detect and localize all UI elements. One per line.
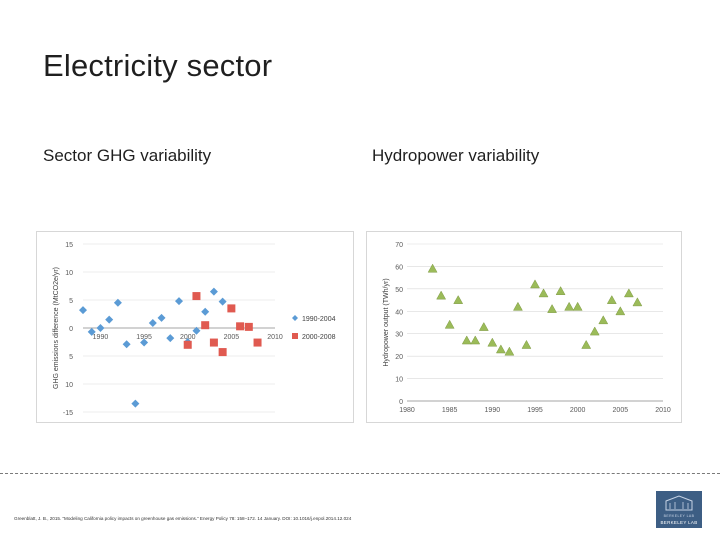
ghg-point-1990-2004 <box>79 306 87 315</box>
logo-wordmark: BERKELEY LAB <box>660 520 698 525</box>
hydro-point <box>487 337 498 347</box>
ghg-point-1990-2004 <box>209 287 218 296</box>
hydro-point <box>436 290 447 300</box>
hydro-point <box>495 344 506 354</box>
ghg-point-1990-2004 <box>218 297 227 306</box>
ghg-point-2000-2008 <box>227 304 236 313</box>
hydro-y-tick-label: 50 <box>395 287 403 294</box>
hydro-y-tick-label: 20 <box>395 354 403 361</box>
ghg-x-tick-label: 2010 <box>267 334 283 341</box>
slide-title: Electricity sector <box>43 48 273 83</box>
ghg-point-1990-2004 <box>87 327 96 336</box>
ghg-point-1990-2004 <box>105 315 114 324</box>
hydro-y-axis-title: Hydropower output (TWh/yr) <box>383 278 390 366</box>
hydro-x-tick-label: 2010 <box>655 407 671 414</box>
hydro-point <box>538 288 549 298</box>
hydro-point <box>615 306 626 316</box>
hydro-point <box>530 279 540 289</box>
hydro-point <box>598 315 609 325</box>
ghg-chart-svg: 15 10 5 0 5 10 -15 1990 1995 2000 2005 2010 GHG emis… <box>53 242 336 417</box>
ghg-chart: 15 10 5 0 5 10 -15 1990 1995 2000 2005 2010 GHG emis… <box>36 231 354 423</box>
hydro-y-tick-label: 60 <box>395 264 403 271</box>
hydro-point <box>581 339 592 349</box>
hydro-point <box>461 335 472 345</box>
ghg-point-1990-2004 <box>122 340 131 349</box>
hydro-y-tick-label: 40 <box>395 309 403 316</box>
ghg-point-1990-2004 <box>201 307 210 316</box>
ghg-legend-label: 1990-2004 <box>302 316 336 323</box>
citation-text: Greenblatt, J. B., 2015. “Modeling Calif… <box>14 516 352 521</box>
ghg-point-1990-2004 <box>113 298 122 307</box>
hydro-point <box>547 304 557 313</box>
ghg-y-tick-label: 0 <box>69 326 73 333</box>
hydro-point <box>453 295 464 304</box>
ghg-point-2000-2008 <box>244 322 253 331</box>
hydro-chart-svg: 0 10 20 30 40 50 60 70 1980 1985 1990 1995 2000 2005 2… <box>383 242 671 414</box>
hydro-point <box>470 335 481 345</box>
hydro-point <box>427 263 438 273</box>
ghg-x-tick-label: 2000 <box>180 334 196 341</box>
ghg-y-axis-title: GHG emissions difference (MtCO2e/yr) <box>53 267 60 389</box>
hydro-y-tick-label: 0 <box>399 399 403 406</box>
hydro-y-tick-label: 10 <box>395 377 403 384</box>
hydro-x-tick-label: 2000 <box>570 407 586 414</box>
ghg-point-1990-2004 <box>157 313 166 322</box>
ghg-point-2000-2008 <box>201 321 210 330</box>
hydro-point <box>564 301 575 311</box>
hydro-chart: 0 10 20 30 40 50 60 70 1980 1985 1990 1995 2000 2005 2… <box>366 231 682 423</box>
hydro-point <box>504 346 515 356</box>
ghg-point-2000-2008 <box>192 292 201 301</box>
hydro-point <box>632 297 643 307</box>
hydro-y-tick-label: 30 <box>395 332 403 339</box>
hydro-x-tick-label: 1985 <box>442 407 458 414</box>
ghg-point-1990-2004 <box>140 338 149 347</box>
hydro-x-tick-label: 2005 <box>613 407 629 414</box>
ghg-subhead: Sector GHG variability <box>43 146 212 165</box>
ghg-point-1990-2004 <box>175 297 183 306</box>
ghg-x-tick-label: 2005 <box>224 334 240 341</box>
logo-wordmark-top: BERKELEY LAB <box>663 514 695 518</box>
hydro-point <box>606 295 617 304</box>
ghg-x-tick-label: 1995 <box>136 334 152 341</box>
ghg-point-2000-2008 <box>183 340 192 349</box>
footer-divider <box>0 473 720 474</box>
building-icon <box>665 495 693 511</box>
hydro-point <box>623 288 634 298</box>
ghg-point-1990-2004 <box>148 318 157 327</box>
hydro-point <box>478 321 489 331</box>
ghg-point-2000-2008 <box>218 348 227 357</box>
ghg-y-tick-label: 15 <box>65 242 73 249</box>
hydro-y-tick-label: 70 <box>395 242 403 249</box>
hydro-x-tick-label: 1990 <box>485 407 501 414</box>
hydro-point <box>589 326 600 336</box>
ghg-point-1990-2004 <box>96 324 105 332</box>
ghg-point-1990-2004 <box>192 326 201 335</box>
hydro-point <box>572 301 583 311</box>
ghg-legend-label: 2000-2008 <box>302 334 336 341</box>
ghg-point-2000-2008 <box>253 338 262 347</box>
hydro-point <box>513 301 523 311</box>
ghg-y-tick-label: 5 <box>69 298 73 305</box>
ghg-y-tick-label: 10 <box>65 270 73 277</box>
ghg-x-tick-label: 1990 <box>93 334 109 341</box>
ghg-point-1990-2004 <box>131 399 140 408</box>
ghg-legend-swatch-1990-2004 <box>292 315 298 321</box>
hydro-x-tick-label: 1980 <box>399 407 415 414</box>
hydro-point <box>444 319 455 329</box>
ghg-legend-swatch-2000-2008 <box>292 333 298 339</box>
ghg-point-1990-2004 <box>166 334 175 343</box>
ghg-y-tick-label: 5 <box>69 354 73 361</box>
ghg-point-2000-2008 <box>209 338 218 347</box>
ghg-y-tick-label: -15 <box>63 410 73 417</box>
berkeley-lab-logo: BERKELEY LAB BERKELEY LAB <box>656 491 702 528</box>
hydro-subhead: Hydropower variability <box>372 146 540 165</box>
ghg-y-tick-label: 10 <box>65 382 73 389</box>
ghg-point-2000-2008 <box>236 322 245 331</box>
hydro-point <box>521 339 532 349</box>
hydro-point <box>555 286 566 295</box>
hydro-x-tick-label: 1995 <box>527 407 543 414</box>
